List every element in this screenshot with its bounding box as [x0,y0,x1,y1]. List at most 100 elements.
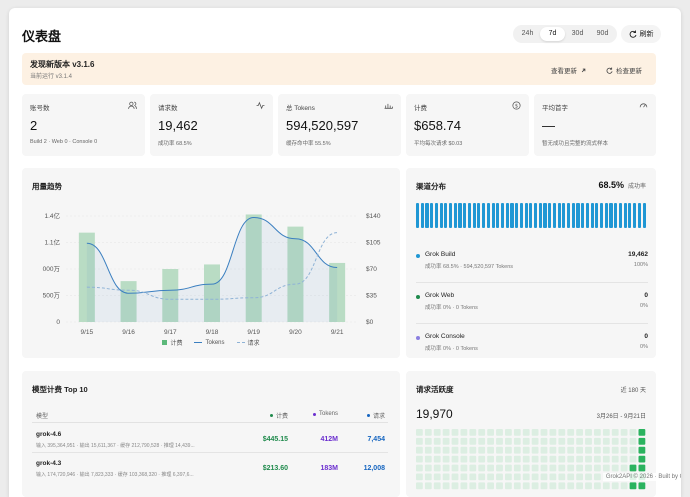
heatmap-cell[interactable] [629,464,637,472]
heatmap-cell[interactable] [478,429,486,436]
heatmap-cell[interactable] [487,437,494,445]
heatmap-cell[interactable] [567,482,575,490]
heatmap-cell[interactable] [531,464,539,472]
heatmap-cell[interactable] [540,473,548,481]
heatmap-cell[interactable] [594,482,601,490]
heatmap-cell[interactable] [433,455,441,463]
check-update-button[interactable]: 检查更新 [606,65,642,75]
heatmap-cell[interactable] [602,429,610,436]
heatmap-cell[interactable] [416,482,423,490]
heatmap-cell[interactable] [540,455,548,463]
channel-row-grok-console[interactable]: Grok Console 成功率 0% · 0 Tokens 0 0% [416,329,648,353]
heatmap-cell[interactable] [620,455,628,463]
heatmap-cell[interactable] [451,464,459,472]
heatmap-cell[interactable] [531,429,539,436]
heatmap-cell[interactable] [549,464,557,472]
heatmap-cell[interactable] [487,464,494,472]
heatmap-cell[interactable] [433,482,441,490]
heatmap-cell[interactable] [585,446,592,454]
heatmap-cell[interactable] [424,455,432,463]
heatmap-cell[interactable] [513,437,521,445]
heatmap-cell[interactable] [576,473,583,481]
heatmap-cell[interactable] [540,446,548,454]
heatmap-cell[interactable] [416,437,423,445]
heatmap-cell[interactable] [611,464,619,472]
heatmap-cell[interactable] [576,482,583,490]
heatmap-cell[interactable] [424,437,432,445]
heatmap-cell[interactable] [522,464,530,472]
heatmap-cell[interactable] [567,455,575,463]
heatmap-cell[interactable] [558,429,566,436]
heatmap-cell[interactable] [531,437,539,445]
heatmap-cell[interactable] [594,473,601,481]
heatmap-cell[interactable] [531,482,539,490]
table-row[interactable]: grok-4.3 输入 174,720,946 · 输出 7,823,333 ·… [32,455,388,482]
heatmap-cell[interactable] [416,464,423,472]
heatmap-cell[interactable] [478,455,486,463]
heatmap-cell[interactable] [416,473,423,481]
heatmap-cell[interactable] [460,464,468,472]
heatmap-cell[interactable] [585,437,592,445]
heatmap-cell[interactable] [451,446,459,454]
heatmap-cell[interactable] [576,437,583,445]
heatmap-cell[interactable] [620,429,628,436]
heatmap-cell[interactable] [522,455,530,463]
heatmap-cell[interactable] [629,446,637,454]
heatmap-cell[interactable] [451,437,459,445]
tab-30d[interactable]: 30d [571,30,584,37]
heatmap-cell[interactable] [424,429,432,436]
heatmap-cell[interactable] [496,437,503,445]
heatmap-cell[interactable] [513,429,521,436]
heatmap-cell[interactable] [558,446,566,454]
heatmap-cell[interactable] [602,446,610,454]
heatmap-cell[interactable] [558,473,566,481]
column-tokens[interactable]: Tokens [312,411,338,417]
heatmap-cell[interactable] [585,429,592,436]
heatmap-cell[interactable] [433,437,441,445]
tab-90d[interactable]: 90d [596,30,609,37]
heatmap-cell[interactable] [505,482,512,490]
channel-row-grok-web[interactable]: Grok Web 成功率 0% · 0 Tokens 0 0% [416,288,648,324]
heatmap-cell[interactable] [487,455,494,463]
heatmap-cell[interactable] [611,429,619,436]
heatmap-cell[interactable] [505,455,512,463]
heatmap-cell[interactable] [460,473,468,481]
heatmap-cell[interactable] [478,464,486,472]
heatmap-cell[interactable] [460,482,468,490]
tab-7d[interactable]: 7d [540,27,565,41]
heatmap-cell[interactable] [567,464,575,472]
heatmap-cell[interactable] [478,482,486,490]
heatmap-cell[interactable] [487,446,494,454]
heatmap-cell[interactable] [594,437,601,445]
heatmap-cell[interactable] [469,464,477,472]
heatmap-cell[interactable] [594,464,601,472]
heatmap-cell[interactable] [531,455,539,463]
heatmap-cell[interactable] [451,482,459,490]
heatmap-cell[interactable] [549,455,557,463]
heatmap-cell[interactable] [460,455,468,463]
heatmap-cell[interactable] [424,473,432,481]
heatmap-cell[interactable] [433,464,441,472]
heatmap-cell[interactable] [602,464,610,472]
heatmap-cell[interactable] [558,482,566,490]
heatmap-cell[interactable] [478,473,486,481]
heatmap-cell[interactable] [540,429,548,436]
heatmap-cell[interactable] [496,446,503,454]
heatmap-cell[interactable] [540,464,548,472]
heatmap-cell[interactable] [442,455,450,463]
heatmap-cell[interactable] [442,446,450,454]
heatmap-cell[interactable] [611,446,619,454]
heatmap-cell[interactable] [451,429,459,436]
heatmap-cell[interactable] [629,429,637,436]
heatmap-cell[interactable] [620,482,628,490]
heatmap-cell[interactable] [602,482,610,490]
heatmap-cell[interactable] [416,429,423,436]
heatmap-cell[interactable] [505,429,512,436]
heatmap-cell[interactable] [638,464,646,472]
heatmap-cell[interactable] [558,455,566,463]
heatmap-cell[interactable] [567,429,575,436]
heatmap-cell[interactable] [416,455,423,463]
heatmap-cell[interactable] [522,429,530,436]
heatmap-cell[interactable] [513,455,521,463]
heatmap-cell[interactable] [469,482,477,490]
